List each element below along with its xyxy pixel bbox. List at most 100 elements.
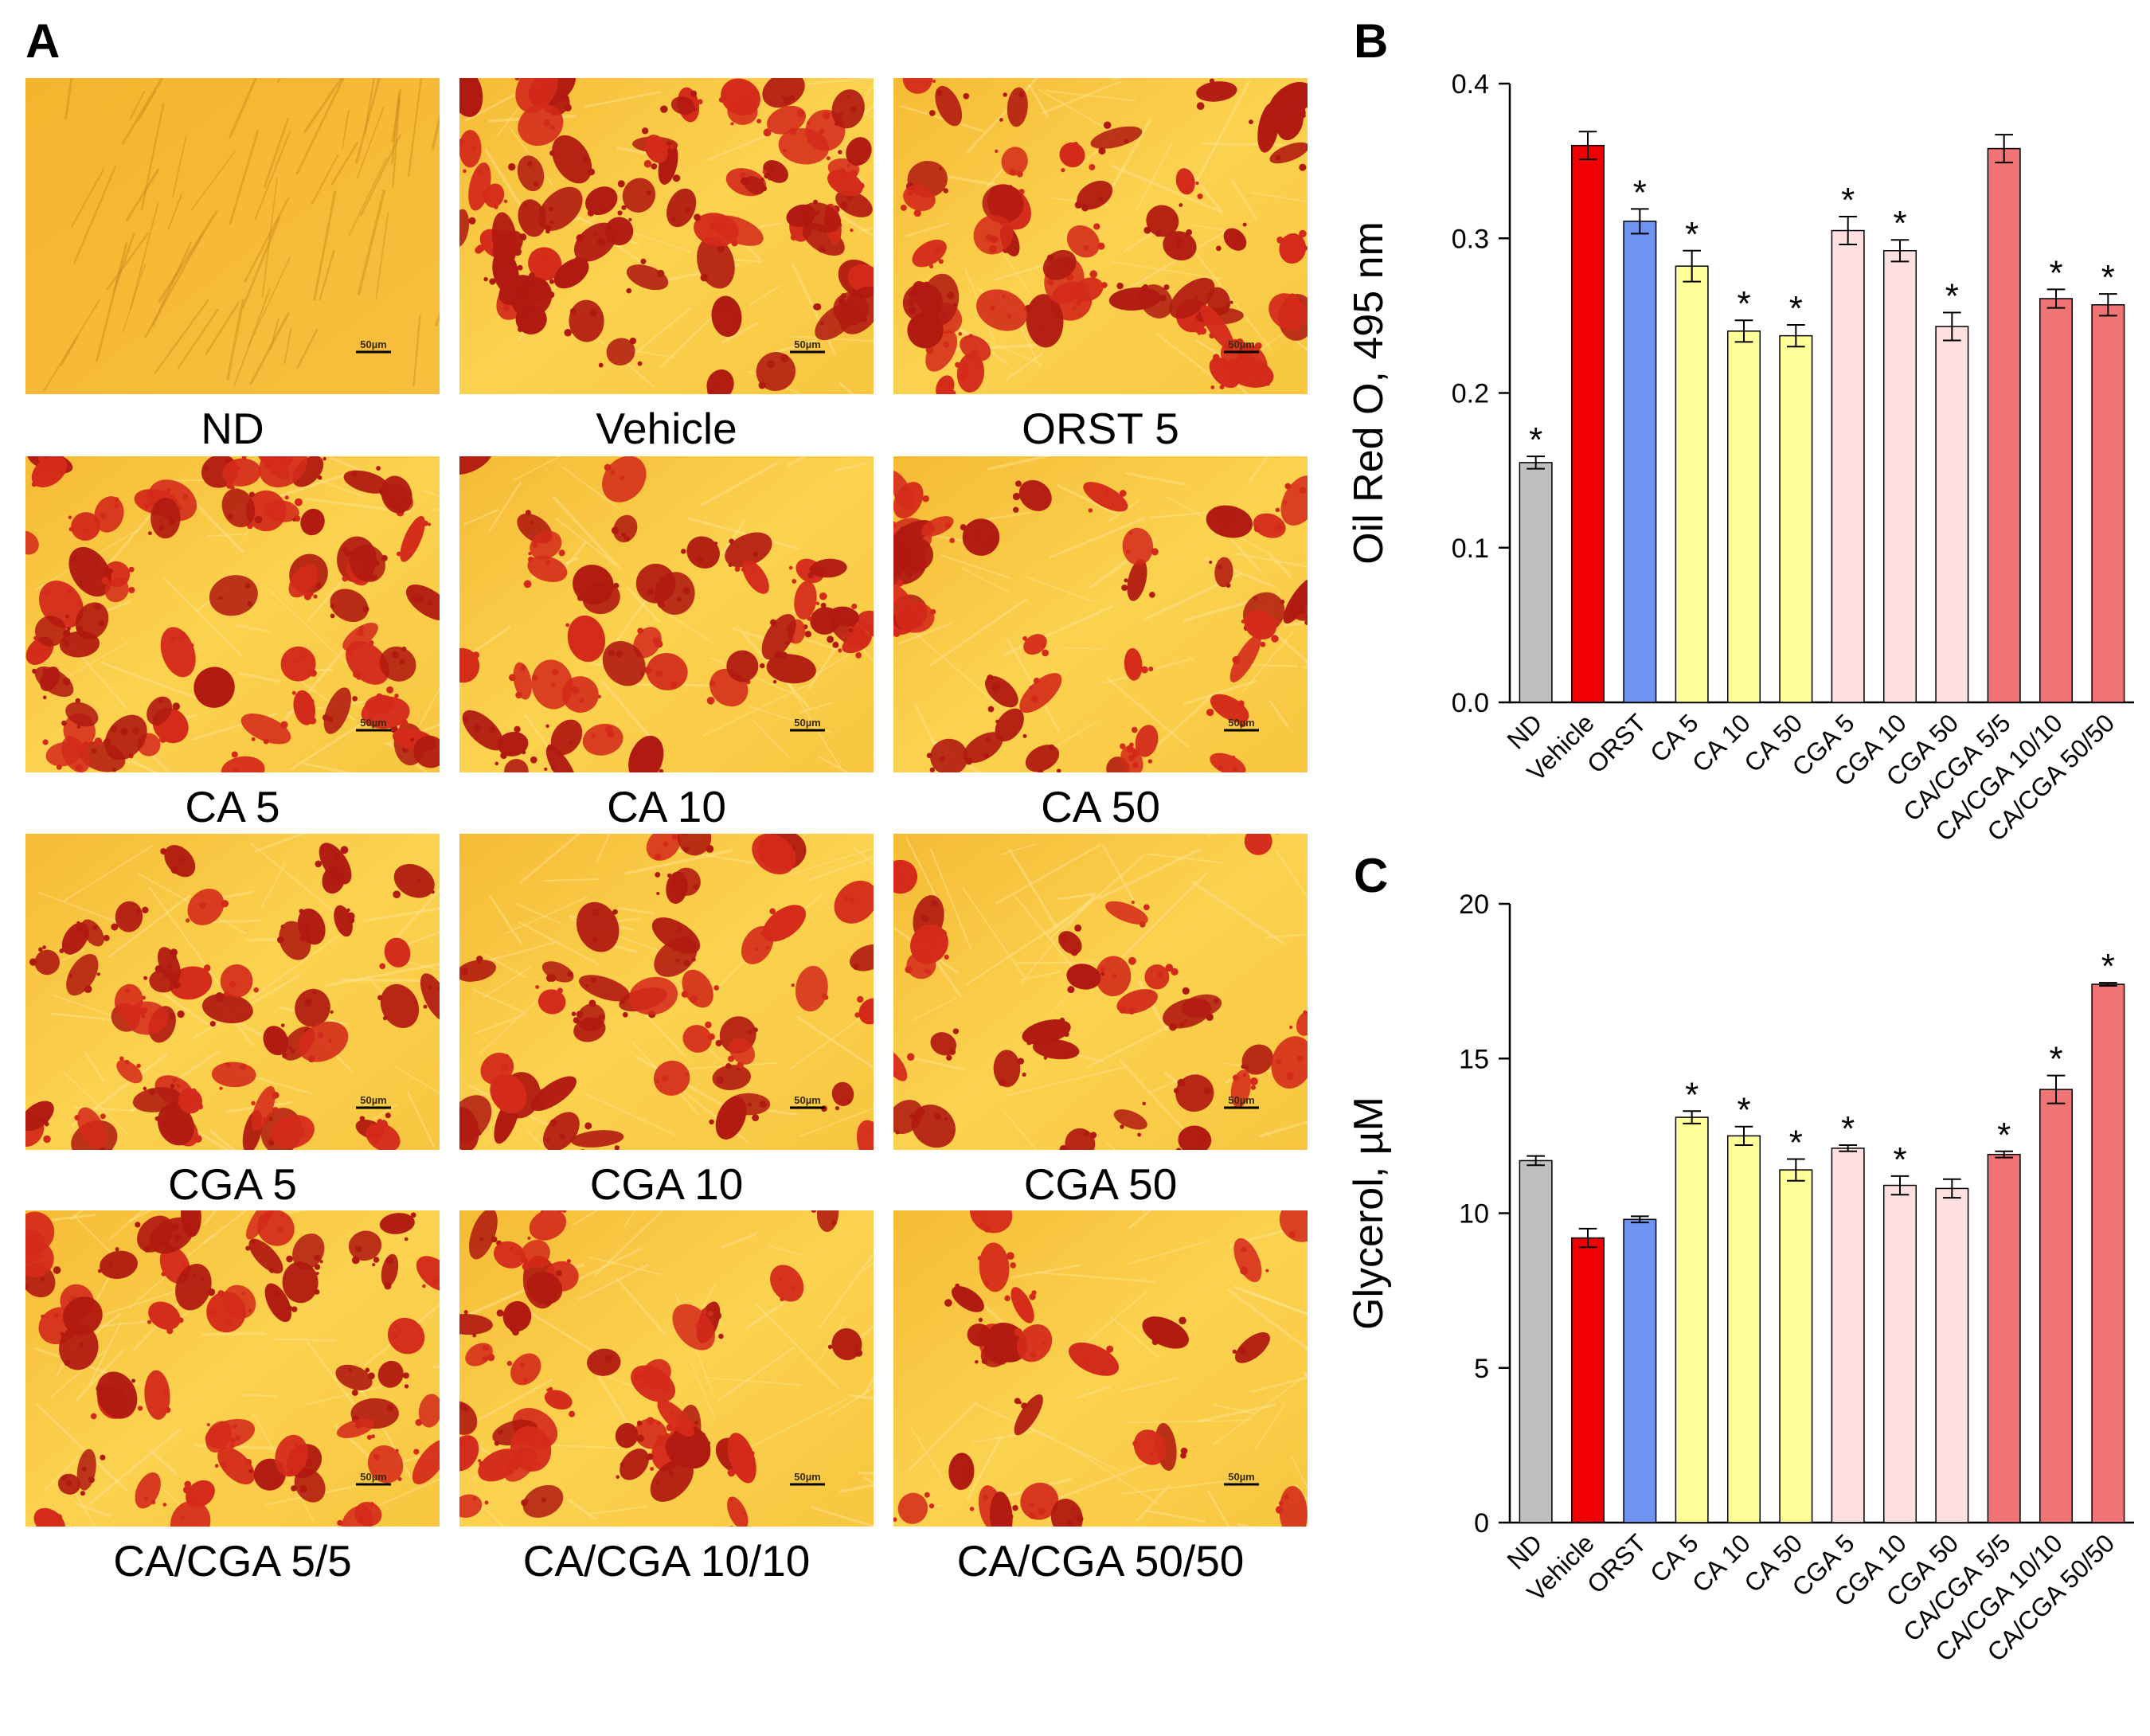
micrograph-label: CGA 5 — [168, 1159, 297, 1209]
lipid-dot — [142, 995, 147, 1000]
lipid-dot — [660, 105, 668, 113]
cell-streak — [484, 953, 526, 979]
cell-streak — [1195, 253, 1272, 350]
lipid-droplet-cell — [420, 973, 440, 1022]
cell-streak — [1265, 933, 1308, 939]
lipid-dot — [322, 714, 330, 721]
cell-streak — [987, 456, 1053, 471]
lipid-dot — [1124, 578, 1128, 583]
lipid-dot — [526, 161, 533, 166]
lipid-dot — [94, 603, 102, 611]
cell-streak — [863, 1374, 874, 1397]
lipid-droplet-cell — [530, 530, 562, 560]
cell-streak — [364, 78, 375, 133]
lipid-droplet-cell — [518, 104, 564, 147]
lipid-dot — [272, 1091, 280, 1099]
lipid-dot — [1163, 284, 1170, 291]
scale-bar-label: 50µm — [794, 717, 821, 729]
cell-streak — [1000, 843, 1037, 855]
lipid-droplet-cell — [96, 1371, 138, 1419]
lipid-dot — [172, 702, 181, 710]
lipid-droplet-cell — [491, 212, 518, 266]
lipid-dot — [401, 646, 407, 651]
lipid-dot — [576, 234, 584, 242]
lipid-dot — [752, 551, 759, 557]
lipid-dot — [717, 303, 725, 311]
lipid-dot — [1253, 526, 1261, 533]
lipid-dot — [162, 1503, 167, 1507]
lipid-dot — [125, 1003, 130, 1007]
lipid-dot — [427, 600, 432, 606]
lipid-dot — [725, 1116, 731, 1122]
lipid-dot — [924, 1492, 930, 1498]
lipid-dot — [1232, 765, 1238, 772]
lipid-dot — [431, 890, 435, 894]
lipid-dot — [802, 221, 806, 225]
cell-streak — [1056, 483, 1119, 516]
lipid-dot — [718, 239, 723, 243]
lipid-droplet-cell — [497, 731, 529, 757]
lipid-dot — [176, 1083, 181, 1089]
lipid-dot — [943, 188, 948, 194]
lipid-dot — [286, 1255, 293, 1263]
lipid-dot — [1097, 196, 1104, 202]
lipid-droplet-cell — [989, 1491, 1013, 1527]
lipid-dot — [683, 960, 690, 967]
lipid-dot — [166, 1327, 174, 1335]
cell-streak — [469, 1378, 553, 1426]
lipid-dot — [612, 909, 618, 915]
lipid-droplet-cell — [1073, 277, 1104, 302]
lipid-dot — [854, 1349, 863, 1357]
lipid-dot — [1300, 99, 1308, 108]
cell-streak — [1012, 1264, 1081, 1279]
lipid-dot — [351, 1256, 360, 1265]
lipid-dot — [587, 209, 595, 217]
lipid-dot — [1038, 1507, 1046, 1515]
lipid-dot — [568, 741, 573, 746]
lipid-dot — [913, 209, 921, 217]
lipid-dot — [1286, 1072, 1295, 1081]
lipid-dot — [88, 1476, 96, 1484]
cell-streak — [1182, 600, 1251, 623]
cell-streak — [487, 940, 559, 962]
lipid-dot — [717, 245, 725, 252]
lipid-dot — [1319, 1036, 1324, 1042]
lipid-dot — [515, 691, 522, 699]
lipid-droplet-cell — [178, 1088, 202, 1114]
lipid-dot — [291, 1485, 297, 1492]
lipid-dot — [230, 485, 235, 491]
cell-streak — [631, 307, 691, 357]
lipid-dot — [512, 1087, 518, 1093]
lipid-dot — [928, 1503, 935, 1509]
lipid-dot — [760, 931, 766, 936]
lipid-dot — [979, 1222, 986, 1228]
lipid-dot — [879, 482, 886, 489]
lipid-dot — [1302, 588, 1306, 592]
lipid-droplet-cell — [766, 654, 816, 684]
lipid-dot — [1076, 299, 1082, 306]
lipid-dot — [1210, 385, 1215, 389]
cell-streak — [702, 682, 811, 737]
lipid-dot — [1151, 548, 1159, 556]
lipid-droplet-cell — [670, 96, 695, 115]
lipid-droplet-cell — [1108, 287, 1162, 311]
cell-streak — [49, 1350, 106, 1398]
lipid-dot — [241, 456, 247, 460]
lipid-dot — [198, 901, 206, 909]
lipid-dot — [739, 172, 746, 178]
cell-streak — [1049, 517, 1146, 559]
lipid-dot — [293, 659, 299, 665]
lipid-dot — [1237, 233, 1243, 239]
lipid-dot — [656, 891, 660, 896]
lipid-droplet-cell — [1066, 964, 1101, 990]
lipid-dot — [893, 1517, 897, 1522]
lipid-dot — [404, 1237, 408, 1241]
lipid-dot — [158, 1226, 166, 1234]
lipid-droplet-cell — [741, 925, 774, 964]
lipid-dot — [1081, 1356, 1089, 1364]
cell-streak — [1190, 880, 1284, 944]
lipid-dot — [1276, 237, 1284, 244]
lipid-dot — [381, 703, 385, 707]
lipid-dot — [628, 217, 632, 221]
